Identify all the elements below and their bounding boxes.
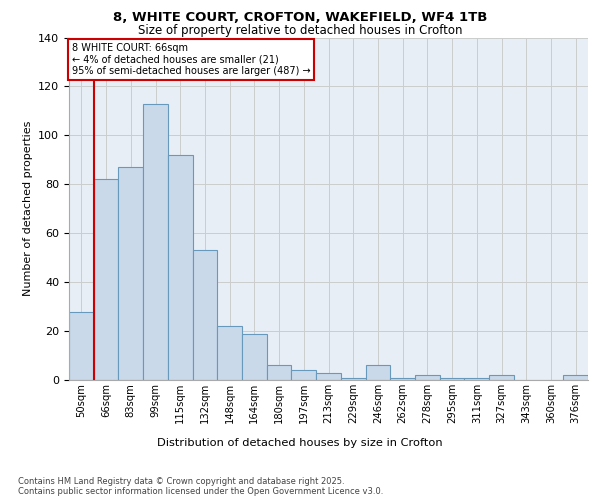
Bar [563, 375, 588, 380]
Bar [464, 378, 489, 380]
Bar [316, 372, 341, 380]
Bar [292, 370, 316, 380]
Bar [193, 250, 217, 380]
Bar [242, 334, 267, 380]
Bar [118, 167, 143, 380]
Text: 8 WHITE COURT: 66sqm
← 4% of detached houses are smaller (21)
95% of semi-detach: 8 WHITE COURT: 66sqm ← 4% of detached ho… [71, 42, 310, 76]
Text: 8, WHITE COURT, CROFTON, WAKEFIELD, WF4 1TB: 8, WHITE COURT, CROFTON, WAKEFIELD, WF4 … [113, 11, 487, 24]
Text: Distribution of detached houses by size in Crofton: Distribution of detached houses by size … [157, 438, 443, 448]
Bar [341, 378, 365, 380]
Text: Contains HM Land Registry data © Crown copyright and database right 2025.
Contai: Contains HM Land Registry data © Crown c… [18, 476, 383, 496]
Bar [415, 375, 440, 380]
Bar [365, 366, 390, 380]
Bar [390, 378, 415, 380]
Bar [440, 378, 464, 380]
Y-axis label: Number of detached properties: Number of detached properties [23, 121, 32, 296]
Bar [217, 326, 242, 380]
Bar [168, 155, 193, 380]
Bar [143, 104, 168, 380]
Bar [267, 366, 292, 380]
Text: Size of property relative to detached houses in Crofton: Size of property relative to detached ho… [138, 24, 462, 37]
Bar [94, 180, 118, 380]
Bar [489, 375, 514, 380]
Bar [69, 312, 94, 380]
